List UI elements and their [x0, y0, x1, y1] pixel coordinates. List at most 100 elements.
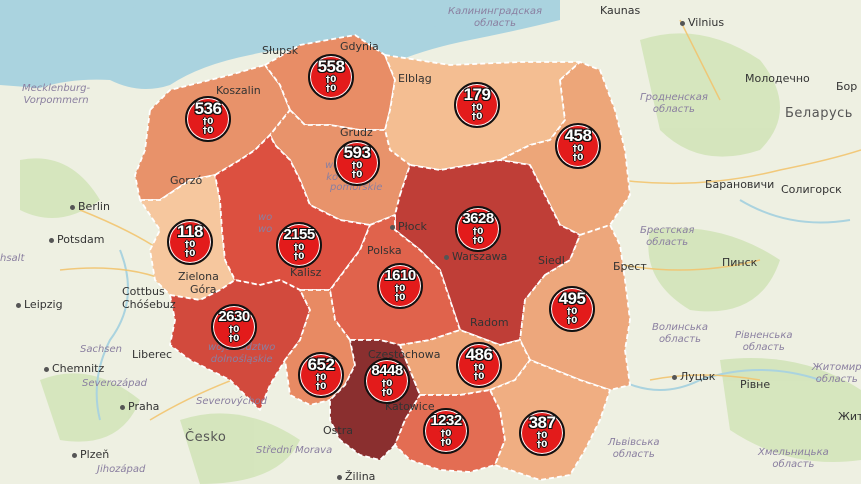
- city-label-cottbus: Cottbus: [122, 285, 165, 298]
- case-marker-opolskie[interactable]: 652 †0 †0: [298, 352, 344, 398]
- city-label-katowice: Katowice: [385, 400, 435, 413]
- case-count: 2630: [218, 308, 250, 325]
- death-count: †0: [381, 379, 393, 389]
- case-marker-dolnoslaskie[interactable]: 2630 †0 †0: [211, 304, 257, 350]
- city-dot: [44, 367, 49, 372]
- case-marker-lubuskie[interactable]: 118 †0 †0: [167, 219, 213, 265]
- country-label-belarus: Беларусь: [785, 106, 853, 121]
- case-count: 558: [317, 57, 345, 76]
- case-count: 536: [194, 99, 222, 118]
- death-count: †0: [394, 284, 406, 294]
- case-marker-podkarpackie[interactable]: 387 †0 †0: [519, 410, 565, 456]
- case-count: 593: [343, 143, 371, 162]
- recovered-count: †0: [473, 372, 485, 382]
- city-label-lutsk: Луцьк: [680, 370, 716, 383]
- case-count: 387: [528, 413, 556, 432]
- case-marker-wielkopolskie[interactable]: 2155 †0 †0: [276, 222, 322, 268]
- case-marker-zachodniopomorskie[interactable]: 536 †0 †0: [185, 96, 231, 142]
- city-dot: [680, 21, 685, 26]
- recovered-count: †0: [381, 388, 393, 398]
- region-label-kaliningrad: Калининградская область: [448, 6, 543, 29]
- city-label-chemnitz: Chemnitz: [52, 362, 105, 375]
- recovered-count: †0: [293, 252, 305, 262]
- death-count: †0: [566, 307, 578, 317]
- city-label-pinsk: Пинск: [722, 256, 758, 269]
- city-label-grudziadz: Grudz: [340, 126, 373, 139]
- city-dot: [444, 255, 449, 260]
- death-count: †0: [472, 227, 484, 237]
- case-count: 8448: [371, 362, 403, 379]
- city-dot: [49, 238, 54, 243]
- region-label-khmel: Хмельницька область: [758, 447, 829, 470]
- case-marker-podlaskie[interactable]: 458 †0 †0: [555, 123, 601, 169]
- city-label-kaunas: Kaunas: [600, 4, 641, 17]
- city-label-kalisz: Kalisz: [290, 266, 322, 279]
- city-label-baranovichi: Барановичи: [705, 178, 775, 191]
- country-label-czech: Česko: [185, 430, 227, 445]
- city-label-soligorsk: Солигорск: [781, 183, 842, 196]
- case-marker-malopolskie[interactable]: 1232 †0 †0: [423, 408, 469, 454]
- death-count: †0: [202, 117, 214, 127]
- city-label-legnica: Liberec: [132, 348, 173, 361]
- recovered-count: †0: [566, 316, 578, 326]
- death-count: †0: [536, 431, 548, 441]
- city-label-zielona: Zielona: [178, 270, 219, 283]
- case-count: 495: [558, 289, 586, 308]
- region-label-severozapad: Severozápad: [82, 378, 147, 389]
- region-label-stredni: Střední Morava: [256, 445, 333, 456]
- region-label-zhyt: Житомир область: [812, 362, 861, 385]
- case-count: 486: [465, 345, 493, 364]
- recovered-count: †0: [351, 170, 363, 180]
- city-label-siedlce: Siedl: [538, 254, 565, 267]
- case-count: 458: [564, 126, 592, 145]
- region-label-wojpom: pomorskie: [330, 182, 383, 193]
- recovered-count: †0: [471, 112, 483, 122]
- case-marker-lodzkie[interactable]: 1610 †0 †0: [377, 263, 423, 309]
- recovered-count: †0: [228, 334, 240, 344]
- death-count: †0: [184, 240, 196, 250]
- city-label-leipzig: Leipzig: [24, 298, 63, 311]
- city-dot: [337, 475, 342, 480]
- case-count: 179: [463, 85, 491, 104]
- city-dot: [672, 375, 677, 380]
- city-label-zhyt: Жит: [838, 410, 861, 423]
- recovered-count: †0: [184, 249, 196, 259]
- city-label-bor: Бор: [836, 80, 858, 93]
- case-marker-pomorskie[interactable]: 558 †0 †0: [308, 54, 354, 100]
- region-label-brest: Брестская область: [640, 225, 695, 248]
- case-count: 118: [177, 222, 203, 241]
- city-label-rivne: Рівне: [740, 378, 771, 391]
- case-marker-lubelskie[interactable]: 495 †0 †0: [549, 286, 595, 332]
- case-count: 2155: [283, 226, 315, 243]
- death-count: †0: [440, 429, 452, 439]
- city-label-warszawa: Warszawa: [452, 250, 508, 263]
- city-label-vilnius: Vilnius: [688, 16, 725, 29]
- city-label-brest: Брест: [613, 260, 647, 273]
- city-label-slupsk: Słupsk: [262, 44, 299, 57]
- case-marker-kujawsko-pomorskie[interactable]: 593 †0 †0: [334, 140, 380, 186]
- city-label-gorzow: Gorzó: [170, 174, 203, 187]
- city-label-elblag: Elbląg: [398, 72, 432, 85]
- case-marker-warminsko-mazurskie[interactable]: 179 †0 †0: [454, 82, 500, 128]
- case-marker-swietokrzyskie[interactable]: 486 †0 †0: [456, 342, 502, 388]
- region-label-severovychod: Severovýchod: [196, 396, 267, 407]
- region-label-wojwiel: wo wo: [258, 212, 273, 235]
- city-label-plzen: Plzeň: [80, 448, 110, 461]
- recovered-count: †0: [572, 153, 584, 163]
- case-count: 3628: [462, 210, 494, 227]
- city-label-potsdam: Potsdam: [57, 233, 105, 246]
- recovered-count: †0: [202, 126, 214, 136]
- region-label-anhalt: hsalt: [0, 253, 25, 264]
- case-marker-slaskie[interactable]: 8448 †0 †0: [364, 358, 410, 404]
- city-label-gora: Góra: [190, 283, 217, 296]
- recovered-count: †0: [440, 438, 452, 448]
- case-marker-mazowieckie[interactable]: 3628 †0 †0: [455, 206, 501, 252]
- city-label-ostrava: Ostra: [323, 424, 353, 437]
- death-count: †0: [293, 243, 305, 253]
- city-label-molodechno: Молодечно: [745, 72, 810, 85]
- case-count: 1232: [430, 412, 462, 429]
- death-count: †0: [473, 363, 485, 373]
- death-count: †0: [228, 325, 240, 335]
- city-label-czestochowa: Częstochowa: [368, 348, 441, 361]
